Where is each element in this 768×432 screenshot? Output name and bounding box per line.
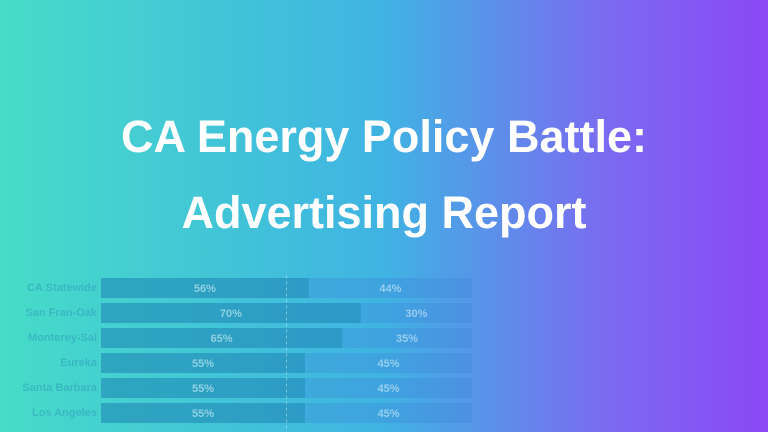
value-label: 56% [194,283,216,295]
category-label: Eureka [60,357,98,369]
bar-segment [342,328,472,348]
bar-segment [360,303,472,323]
bar-segment [305,403,472,423]
value-label: 45% [378,408,400,420]
bar-segment [101,328,343,348]
value-label: 45% [378,358,400,370]
bar-segment [305,353,472,373]
value-label: 44% [379,283,401,295]
title-line: CA Energy Policy Battle: [121,111,647,162]
value-label: 30% [405,308,427,320]
title-line: Advertising Report [181,187,586,238]
bar-segment [308,278,472,298]
bar-segment [305,378,472,398]
bar-segment [101,278,309,298]
bar-segment [101,378,306,398]
bar-segment [101,353,306,373]
bar-segment [101,403,306,423]
category-label: Los Angeles [32,407,97,419]
category-label: Monterey-Sal [28,332,97,344]
value-label: 65% [211,333,233,345]
value-label: 55% [192,358,214,370]
category-label: Santa Barbara [22,382,97,394]
bar-segment [101,303,361,323]
value-label: 55% [192,408,214,420]
category-label: San Fran-Oak [25,307,97,319]
value-label: 55% [192,383,214,395]
value-label: 35% [396,333,418,345]
value-label: 45% [378,383,400,395]
value-label: 70% [220,308,242,320]
category-label: CA Statewide [27,282,97,294]
chart: CA Statewide 56% 44% San Fran-Oak 70% 30% Mont… [22,275,472,432]
